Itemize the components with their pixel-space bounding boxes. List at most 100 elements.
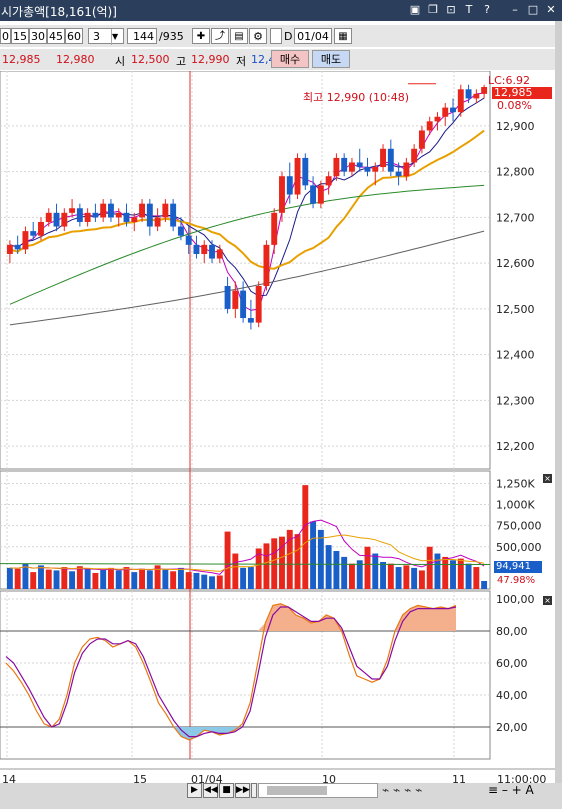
stock-chart[interactable]: 12,900 12,800 12,700 12,600 12,500 12,400 12,3… (0, 70, 555, 786)
volume-bar (193, 572, 200, 589)
moving-average-line (9, 184, 485, 305)
settings-icon[interactable]: ⚙ (249, 28, 267, 44)
oversold-fill (6, 727, 456, 740)
time-scroll-track[interactable] (258, 783, 378, 798)
window-icon[interactable]: ▣ (409, 3, 421, 16)
stop-icon[interactable]: ■ (219, 783, 234, 798)
price-tick-label: 12,500 (496, 303, 535, 316)
volume-bar (14, 568, 21, 589)
candle-body (162, 203, 169, 218)
volume-bar (185, 572, 192, 589)
volume-bar (232, 553, 239, 589)
chart-tool-icon[interactable]: ⤴ (211, 28, 229, 44)
candle-body (240, 290, 247, 319)
maximize-icon[interactable]: □ (527, 3, 539, 16)
candle-body (395, 171, 402, 177)
candle-body (185, 235, 192, 245)
candle-body (442, 107, 449, 117)
volume-bar (22, 563, 29, 589)
step-icon[interactable] (251, 783, 257, 798)
candle-body (481, 87, 488, 94)
minimize-icon[interactable]: – (512, 3, 518, 16)
date-input[interactable]: 01/04 (294, 28, 332, 44)
moving-average-line (9, 129, 485, 270)
open-price: 12,500 (131, 53, 170, 66)
price-tick-label: 12,600 (496, 257, 535, 270)
candle-body (294, 157, 301, 195)
d-checkbox[interactable] (270, 28, 282, 44)
interval-button[interactable]: 15 (11, 28, 29, 44)
candle-body (380, 148, 387, 168)
fast-forward-icon[interactable]: ▶▶ (235, 783, 250, 798)
volume-bar (403, 565, 410, 589)
volume-bar (247, 567, 254, 589)
interval-button[interactable]: 0 (0, 28, 11, 44)
help-icon[interactable]: ? (484, 3, 490, 16)
close-icon[interactable]: × (543, 596, 552, 605)
sell-button[interactable]: 매도 (312, 50, 350, 68)
volume-tick-label: 1,250K (496, 477, 535, 490)
time-tick-label: 14 (2, 773, 16, 783)
candle-body (372, 167, 379, 172)
stochastic-pane-frame (0, 590, 491, 760)
save-icon[interactable]: ▤ (230, 28, 248, 44)
candle-body (286, 176, 293, 195)
close-icon[interactable]: × (543, 474, 552, 483)
rewind-icon[interactable]: ◀◀ (203, 783, 218, 798)
volume-bar (263, 543, 270, 589)
volume-bar (255, 548, 262, 589)
volume-bar (356, 560, 363, 589)
zoom-controls[interactable]: ≡ – + A (488, 783, 534, 797)
volume-bar (69, 571, 76, 589)
buy-button[interactable]: 매수 (271, 50, 309, 68)
candle-body (154, 217, 161, 227)
volume-bar (450, 560, 456, 589)
candle-body (232, 290, 239, 309)
candle-body (279, 176, 285, 213)
volume-bar (279, 536, 285, 589)
interval-select[interactable]: 3 ▼ (88, 28, 124, 45)
volume-bar (224, 531, 231, 589)
chart-tools[interactable]: ⌁ ⌁ ⌁ ⌁ (382, 783, 423, 797)
volume-bar (442, 556, 449, 589)
stochastic-tick-label: 100,00 (496, 593, 535, 606)
volume-bar (457, 558, 464, 589)
volume-bar (61, 567, 68, 589)
window-title: 시가총액[18,161(억)] (1, 5, 117, 19)
lc-label: LC:6.92 (488, 74, 531, 87)
count-input[interactable]: 144 (127, 28, 157, 44)
interval-button[interactable]: 30 (29, 28, 47, 44)
volume-bar (286, 529, 293, 589)
stochastic-tick-label: 20,00 (496, 721, 528, 734)
play-icon[interactable]: ▶ (187, 783, 202, 798)
candle-body (123, 212, 130, 222)
candle-body (139, 203, 146, 218)
window-titlebar: 시가총액[18,161(억)] ▣ ❐ ⊡ T ? – □ ✕ (0, 0, 562, 21)
price-tick-label: 12,800 (496, 166, 535, 179)
interval-button[interactable]: 60 (65, 28, 83, 44)
time-scroll-thumb[interactable] (267, 786, 327, 795)
volume-bar (177, 567, 184, 589)
calendar-icon[interactable]: ▦ (334, 28, 352, 44)
candle-body (115, 212, 122, 218)
restore-icon[interactable]: ⊡ (446, 3, 456, 16)
candle-body (76, 208, 83, 222)
open-label: 시 (115, 55, 126, 68)
vertical-scrollbar[interactable] (555, 21, 562, 783)
interval-button[interactable]: 45 (47, 28, 65, 44)
volume-bar (465, 563, 472, 589)
text-icon[interactable]: T (465, 3, 473, 16)
crosshair-icon[interactable]: ✚ (192, 28, 210, 44)
candle-body (473, 93, 480, 99)
volume-tick-label: 750,000 (496, 520, 542, 533)
candle-body (247, 318, 254, 323)
candle-body (341, 157, 348, 172)
volume-bar (380, 561, 387, 589)
chart-area[interactable]: 12,900 12,800 12,700 12,600 12,500 12,400 12,3… (0, 70, 562, 786)
copy-icon[interactable]: ❐ (428, 3, 438, 16)
candle-body (14, 244, 21, 250)
current-price-tag: 12,985 (492, 87, 552, 99)
volume-bar (216, 575, 223, 589)
time-tick-label: 11 (452, 773, 466, 783)
close-icon[interactable]: ✕ (546, 3, 556, 16)
